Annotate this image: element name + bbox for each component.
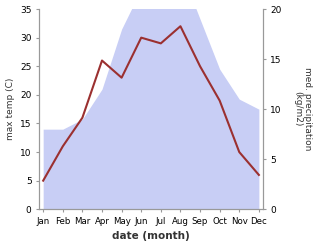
Y-axis label: max temp (C): max temp (C) [5, 78, 15, 140]
X-axis label: date (month): date (month) [112, 231, 190, 242]
Y-axis label: med. precipitation
(kg/m2): med. precipitation (kg/m2) [293, 67, 313, 151]
